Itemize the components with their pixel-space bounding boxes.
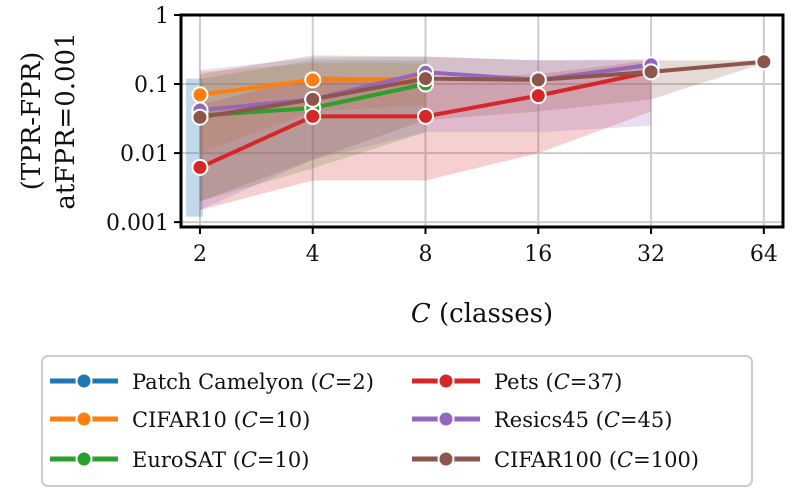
x-tick-label: 16 (524, 242, 552, 267)
x-tick-label: 8 (419, 242, 433, 267)
legend-label: Pets (C=37) (494, 370, 622, 394)
legend-marker (437, 450, 455, 468)
data-point (304, 90, 322, 108)
x-axis-label: C (classes) (411, 299, 553, 329)
y-axis-label-line1: (TPR-FPR) (17, 52, 47, 191)
plot-frame (179, 13, 785, 229)
x-tick-label: 64 (750, 242, 778, 267)
legend-label: CIFAR10 (C=10) (132, 408, 310, 432)
y-tick-label: 1 (155, 4, 169, 29)
legend-marker (75, 450, 93, 468)
data-point (191, 86, 209, 104)
y-tick-label: 0.1 (134, 73, 169, 98)
legend-label: Resics45 (C=45) (494, 408, 672, 432)
legend-label: EuroSAT (C=10) (132, 448, 309, 472)
data-point (191, 158, 209, 176)
data-point (642, 63, 660, 81)
y-tick-label: 0.001 (106, 211, 169, 236)
legend-marker (75, 372, 93, 390)
series-points (191, 53, 773, 176)
data-point (417, 70, 435, 88)
series-line (199, 59, 765, 120)
legend-marker (75, 410, 93, 428)
x-tick-label: 4 (306, 242, 320, 267)
data-point (529, 87, 547, 105)
x-tick-label: 2 (193, 242, 207, 267)
data-point (191, 108, 209, 126)
data-point (304, 71, 322, 89)
legend-frame (41, 355, 753, 487)
data-point (529, 71, 547, 89)
y-axis-label-line2: atFPR=0.001 (51, 32, 81, 209)
data-point (755, 53, 773, 71)
legend-label: CIFAR100 (C=100) (494, 448, 699, 472)
y-tick-label: 0.01 (120, 142, 169, 167)
legend-marker (437, 372, 455, 390)
legend: Patch Camelyon (C=2) CIFAR10 (C=10) EuroSA… (41, 355, 753, 487)
data-point (417, 107, 435, 125)
legend-marker (437, 410, 455, 428)
x-axis-label-var: C (411, 299, 431, 329)
x-axis-label-rest: (classes) (431, 299, 553, 329)
ticks: 2 4 8 16 32 64 0.001 0.01 0.1 1 (106, 4, 778, 267)
data-point (304, 107, 322, 125)
legend-label: Patch Camelyon (C=2) (132, 370, 374, 394)
x-tick-label: 32 (637, 242, 665, 267)
